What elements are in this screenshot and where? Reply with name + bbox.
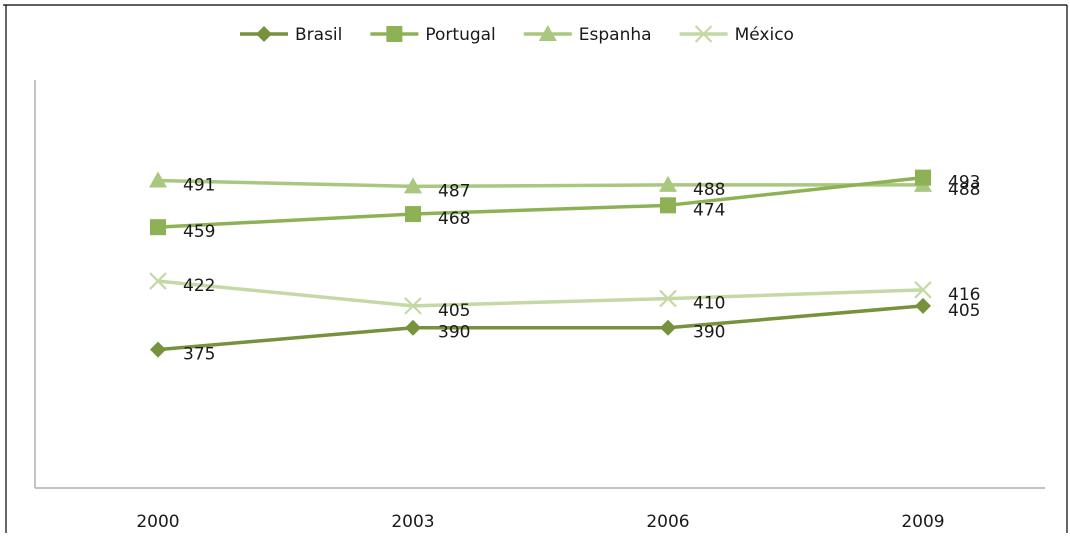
series-line: [157, 175, 924, 229]
data-point-marker: [694, 25, 713, 43]
data-point-marker: [659, 175, 677, 192]
data-point-marker: [150, 341, 166, 358]
legend-item: Brasil: [240, 25, 342, 45]
data-label: 405: [438, 301, 470, 321]
data-point-marker: [405, 319, 421, 336]
data-point-marker: [404, 177, 422, 194]
series-line: [157, 178, 923, 189]
data-label: 468: [438, 209, 470, 229]
legend-label: México: [735, 25, 794, 45]
data-label: 390: [693, 323, 725, 343]
legend-label: Espanha: [579, 25, 652, 45]
data-point-marker: [659, 289, 677, 308]
data-label: 410: [693, 294, 725, 314]
data-label: 474: [693, 200, 725, 220]
data-point-marker: [660, 197, 676, 214]
data-label: 488: [693, 180, 725, 200]
x-tick-label: 2000: [136, 512, 179, 532]
data-point-marker: [256, 26, 272, 42]
x-tick-label: 2006: [646, 512, 689, 532]
data-point-marker: [149, 272, 167, 290]
data-point-marker: [914, 281, 932, 299]
axes: 2000 2003 2006 2009: [34, 80, 1045, 532]
legend: Brasil Portugal Espanha México: [240, 25, 794, 45]
data-point-marker: [538, 25, 557, 41]
data-point-marker: [404, 297, 422, 315]
data-point-marker: [915, 169, 931, 186]
data-label: 459: [183, 222, 215, 242]
series-line: [157, 279, 924, 308]
data-label: 390: [438, 323, 470, 343]
data-point-marker: [915, 297, 931, 314]
data-point-marker: [405, 206, 421, 223]
legend-label: Portugal: [425, 25, 495, 45]
legend-item: Portugal: [370, 25, 496, 45]
data-label: 493: [948, 173, 980, 193]
data-label: 491: [183, 176, 215, 196]
data-point-marker: [660, 319, 676, 336]
series-mxico: [149, 272, 932, 315]
data-label: 422: [183, 276, 215, 296]
x-tick-label: 2003: [391, 512, 434, 532]
data-point-marker: [386, 26, 403, 42]
series-brasil: [150, 297, 931, 358]
x-tick-label: 2009: [901, 512, 944, 532]
data-label: 405: [948, 301, 980, 321]
data-label: 375: [183, 345, 215, 365]
series-espanha: [149, 171, 932, 194]
data-point-marker: [150, 219, 166, 236]
series-portugal: [150, 169, 931, 236]
legend-item: México: [679, 25, 794, 45]
data-label: 416: [948, 285, 980, 305]
data-label: 487: [438, 181, 470, 201]
data-point-marker: [149, 171, 167, 188]
series-layer: [149, 169, 932, 358]
series-line: [157, 304, 924, 352]
legend-label: Brasil: [295, 25, 342, 45]
legend-item: Espanha: [523, 25, 652, 45]
data-label: 488: [948, 180, 980, 200]
